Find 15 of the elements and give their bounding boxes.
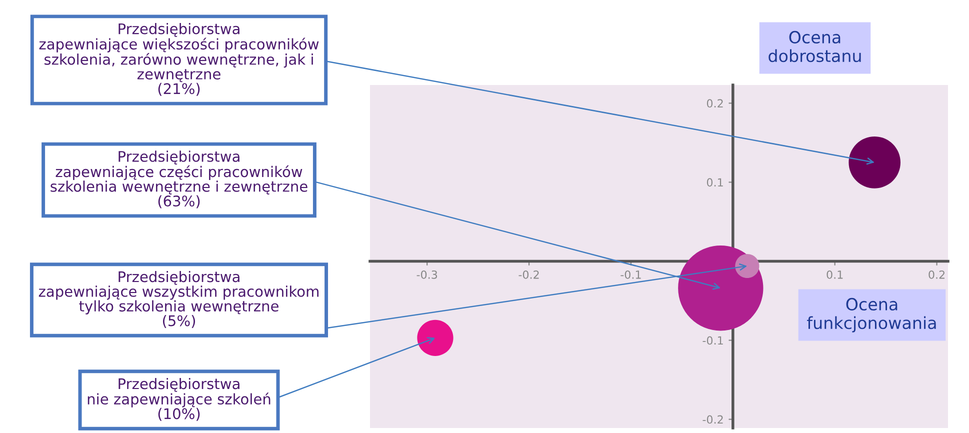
- x-tick-label: 0.1: [826, 270, 843, 279]
- x-tick-label: 0.2: [928, 270, 945, 279]
- annotation: Przedsiębiorstwa nie zapewniające szkoleń (10%): [88, 378, 270, 421]
- annotation: Przedsiębiorstwa zapewniające większości pracowników szkolenia, zarówno wewnętrzne, jak i zewnętrzne (21%): [39, 22, 319, 96]
- y-tick-label: 0.1: [706, 178, 723, 187]
- x-axis-title: Ocena funkcjonowania: [807, 298, 936, 332]
- x-tick-label: -0.2: [518, 270, 539, 279]
- y-tick-label: -0.2: [702, 415, 723, 424]
- annotation: Przedsiębiorstwa zapewniające wszystkim pracownikom tylko szkolenia wewnętrzne (5%): [38, 270, 318, 328]
- y-axis-title: Ocena dobrostanu: [768, 30, 861, 62]
- y-tick-label: 0.2: [706, 99, 723, 108]
- x-tick-label: -0.3: [416, 270, 438, 279]
- y-tick-label: -0.1: [702, 336, 723, 345]
- x-tick-label: -0.1: [620, 270, 641, 279]
- annotation: Przedsiębiorstwa zapewniające części pracowników szkolenia wewnętrzne i zewnętrzne (63%): [50, 150, 308, 208]
